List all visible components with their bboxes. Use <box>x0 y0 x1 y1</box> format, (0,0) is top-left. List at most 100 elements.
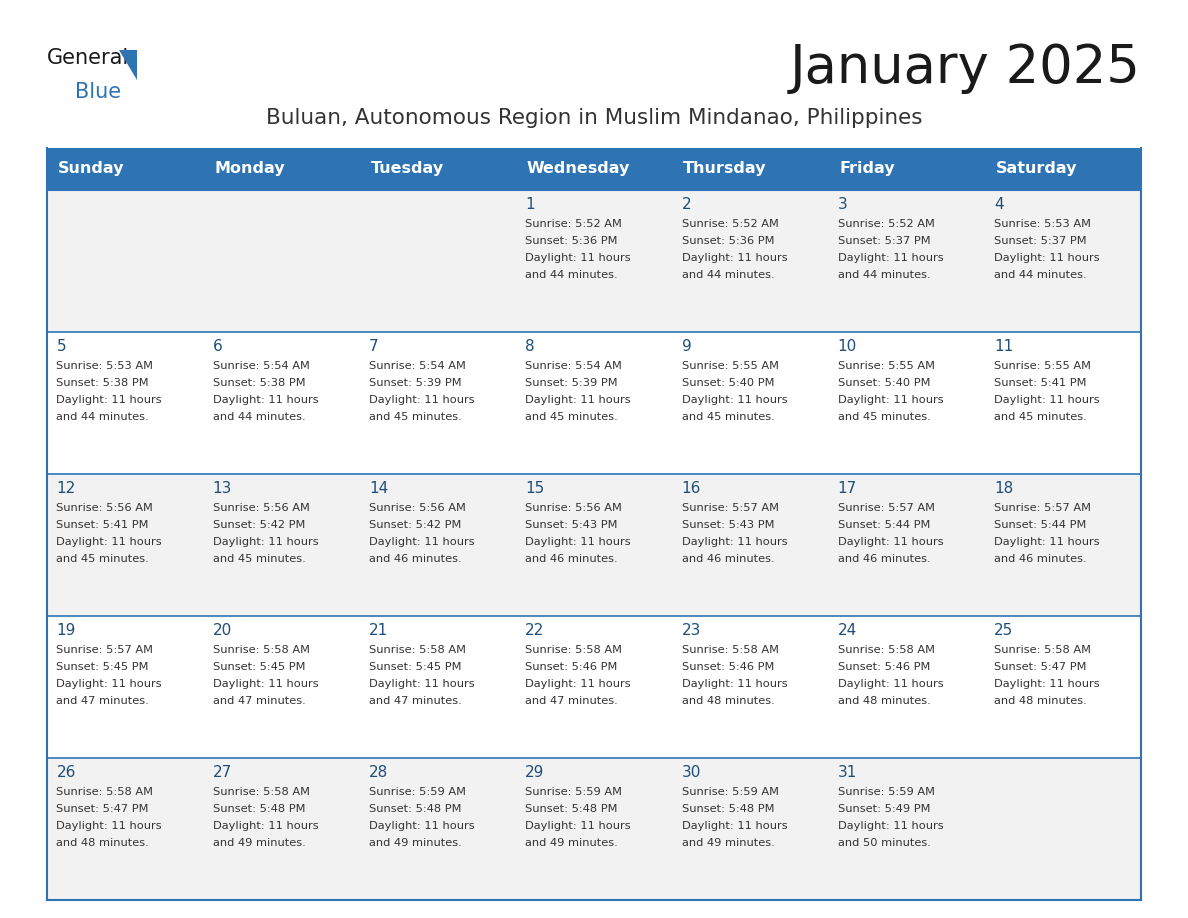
Bar <box>48 758 203 900</box>
Text: Sunset: 5:46 PM: Sunset: 5:46 PM <box>838 662 930 672</box>
Bar <box>48 474 203 616</box>
Text: Daylight: 11 hours: Daylight: 11 hours <box>525 395 631 405</box>
Bar <box>203 332 360 474</box>
Text: and 44 minutes.: and 44 minutes. <box>682 270 775 280</box>
Text: Sunrise: 5:58 AM: Sunrise: 5:58 AM <box>682 645 778 655</box>
Bar <box>48 616 203 758</box>
Text: 30: 30 <box>682 765 701 780</box>
Text: and 45 minutes.: and 45 minutes. <box>369 412 462 422</box>
Text: Sunrise: 5:53 AM: Sunrise: 5:53 AM <box>56 361 153 371</box>
Text: Daylight: 11 hours: Daylight: 11 hours <box>682 679 788 689</box>
Text: and 47 minutes.: and 47 minutes. <box>525 696 618 706</box>
Text: Sunset: 5:46 PM: Sunset: 5:46 PM <box>682 662 773 672</box>
Text: Sunday: Sunday <box>58 162 125 176</box>
Text: Sunset: 5:43 PM: Sunset: 5:43 PM <box>682 520 775 530</box>
Text: Daylight: 11 hours: Daylight: 11 hours <box>838 679 943 689</box>
Text: Sunset: 5:45 PM: Sunset: 5:45 PM <box>213 662 305 672</box>
Text: 5: 5 <box>56 339 67 354</box>
Text: 2: 2 <box>682 197 691 212</box>
Bar <box>828 758 985 900</box>
Text: Sunset: 5:37 PM: Sunset: 5:37 PM <box>994 236 1087 246</box>
Bar <box>672 474 828 616</box>
Text: Sunset: 5:48 PM: Sunset: 5:48 PM <box>682 804 775 814</box>
Text: January 2025: January 2025 <box>790 42 1140 94</box>
Text: and 48 minutes.: and 48 minutes. <box>838 696 930 706</box>
Text: and 44 minutes.: and 44 minutes. <box>994 270 1087 280</box>
Text: Sunrise: 5:55 AM: Sunrise: 5:55 AM <box>838 361 935 371</box>
Text: 9: 9 <box>682 339 691 354</box>
Text: Wednesday: Wednesday <box>526 162 630 176</box>
Text: and 46 minutes.: and 46 minutes. <box>369 554 462 564</box>
Text: and 49 minutes.: and 49 minutes. <box>213 838 305 848</box>
Text: General: General <box>48 48 129 68</box>
Text: Sunset: 5:42 PM: Sunset: 5:42 PM <box>213 520 305 530</box>
Text: Sunset: 5:49 PM: Sunset: 5:49 PM <box>838 804 930 814</box>
Text: and 48 minutes.: and 48 minutes. <box>56 838 150 848</box>
Text: Sunset: 5:45 PM: Sunset: 5:45 PM <box>56 662 148 672</box>
Bar <box>203 616 360 758</box>
Text: Sunset: 5:41 PM: Sunset: 5:41 PM <box>994 378 1087 388</box>
Bar <box>48 190 203 332</box>
Text: and 44 minutes.: and 44 minutes. <box>525 270 618 280</box>
Bar <box>203 190 360 332</box>
Text: and 47 minutes.: and 47 minutes. <box>56 696 150 706</box>
Text: Sunrise: 5:52 AM: Sunrise: 5:52 AM <box>838 219 935 229</box>
Bar <box>48 332 203 474</box>
Text: Daylight: 11 hours: Daylight: 11 hours <box>994 395 1100 405</box>
Text: and 44 minutes.: and 44 minutes. <box>213 412 305 422</box>
Text: and 49 minutes.: and 49 minutes. <box>369 838 462 848</box>
Text: Sunset: 5:45 PM: Sunset: 5:45 PM <box>369 662 461 672</box>
Text: Daylight: 11 hours: Daylight: 11 hours <box>56 395 162 405</box>
Text: and 45 minutes.: and 45 minutes. <box>994 412 1087 422</box>
Text: Sunset: 5:36 PM: Sunset: 5:36 PM <box>682 236 775 246</box>
Text: Daylight: 11 hours: Daylight: 11 hours <box>213 679 318 689</box>
Text: Sunrise: 5:59 AM: Sunrise: 5:59 AM <box>682 787 778 797</box>
Text: Sunset: 5:41 PM: Sunset: 5:41 PM <box>56 520 148 530</box>
Text: Daylight: 11 hours: Daylight: 11 hours <box>838 395 943 405</box>
Text: Sunset: 5:46 PM: Sunset: 5:46 PM <box>525 662 618 672</box>
Text: Sunset: 5:44 PM: Sunset: 5:44 PM <box>994 520 1087 530</box>
Bar <box>985 758 1140 900</box>
Text: Daylight: 11 hours: Daylight: 11 hours <box>838 253 943 263</box>
Text: 27: 27 <box>213 765 232 780</box>
Bar <box>516 474 672 616</box>
Text: Sunrise: 5:58 AM: Sunrise: 5:58 AM <box>525 645 623 655</box>
Text: Sunset: 5:48 PM: Sunset: 5:48 PM <box>369 804 461 814</box>
Bar <box>360 616 516 758</box>
Bar <box>985 616 1140 758</box>
Text: Daylight: 11 hours: Daylight: 11 hours <box>213 395 318 405</box>
Text: Sunset: 5:44 PM: Sunset: 5:44 PM <box>838 520 930 530</box>
Text: Blue: Blue <box>75 82 121 102</box>
Text: 6: 6 <box>213 339 222 354</box>
Text: 24: 24 <box>838 623 857 638</box>
Text: Daylight: 11 hours: Daylight: 11 hours <box>56 537 162 547</box>
Text: 16: 16 <box>682 481 701 496</box>
Text: 11: 11 <box>994 339 1013 354</box>
Text: and 48 minutes.: and 48 minutes. <box>682 696 775 706</box>
Text: Daylight: 11 hours: Daylight: 11 hours <box>838 537 943 547</box>
Text: and 45 minutes.: and 45 minutes. <box>525 412 618 422</box>
Bar <box>672 332 828 474</box>
Text: and 49 minutes.: and 49 minutes. <box>682 838 775 848</box>
Text: Sunrise: 5:56 AM: Sunrise: 5:56 AM <box>369 503 466 513</box>
Text: and 45 minutes.: and 45 minutes. <box>838 412 930 422</box>
Bar <box>48 148 203 190</box>
Text: Daylight: 11 hours: Daylight: 11 hours <box>682 253 788 263</box>
Text: 25: 25 <box>994 623 1013 638</box>
Text: Sunrise: 5:57 AM: Sunrise: 5:57 AM <box>56 645 153 655</box>
Text: Daylight: 11 hours: Daylight: 11 hours <box>525 821 631 831</box>
Text: 3: 3 <box>838 197 847 212</box>
Bar <box>672 190 828 332</box>
Text: Daylight: 11 hours: Daylight: 11 hours <box>838 821 943 831</box>
Text: Thursday: Thursday <box>683 162 766 176</box>
Text: Sunrise: 5:57 AM: Sunrise: 5:57 AM <box>994 503 1091 513</box>
Text: Daylight: 11 hours: Daylight: 11 hours <box>994 679 1100 689</box>
Polygon shape <box>119 50 137 80</box>
Text: 4: 4 <box>994 197 1004 212</box>
Text: Sunset: 5:39 PM: Sunset: 5:39 PM <box>525 378 618 388</box>
Text: Daylight: 11 hours: Daylight: 11 hours <box>369 821 474 831</box>
Text: Sunset: 5:47 PM: Sunset: 5:47 PM <box>994 662 1087 672</box>
Text: Sunrise: 5:55 AM: Sunrise: 5:55 AM <box>994 361 1091 371</box>
Bar <box>985 190 1140 332</box>
Text: Daylight: 11 hours: Daylight: 11 hours <box>525 679 631 689</box>
